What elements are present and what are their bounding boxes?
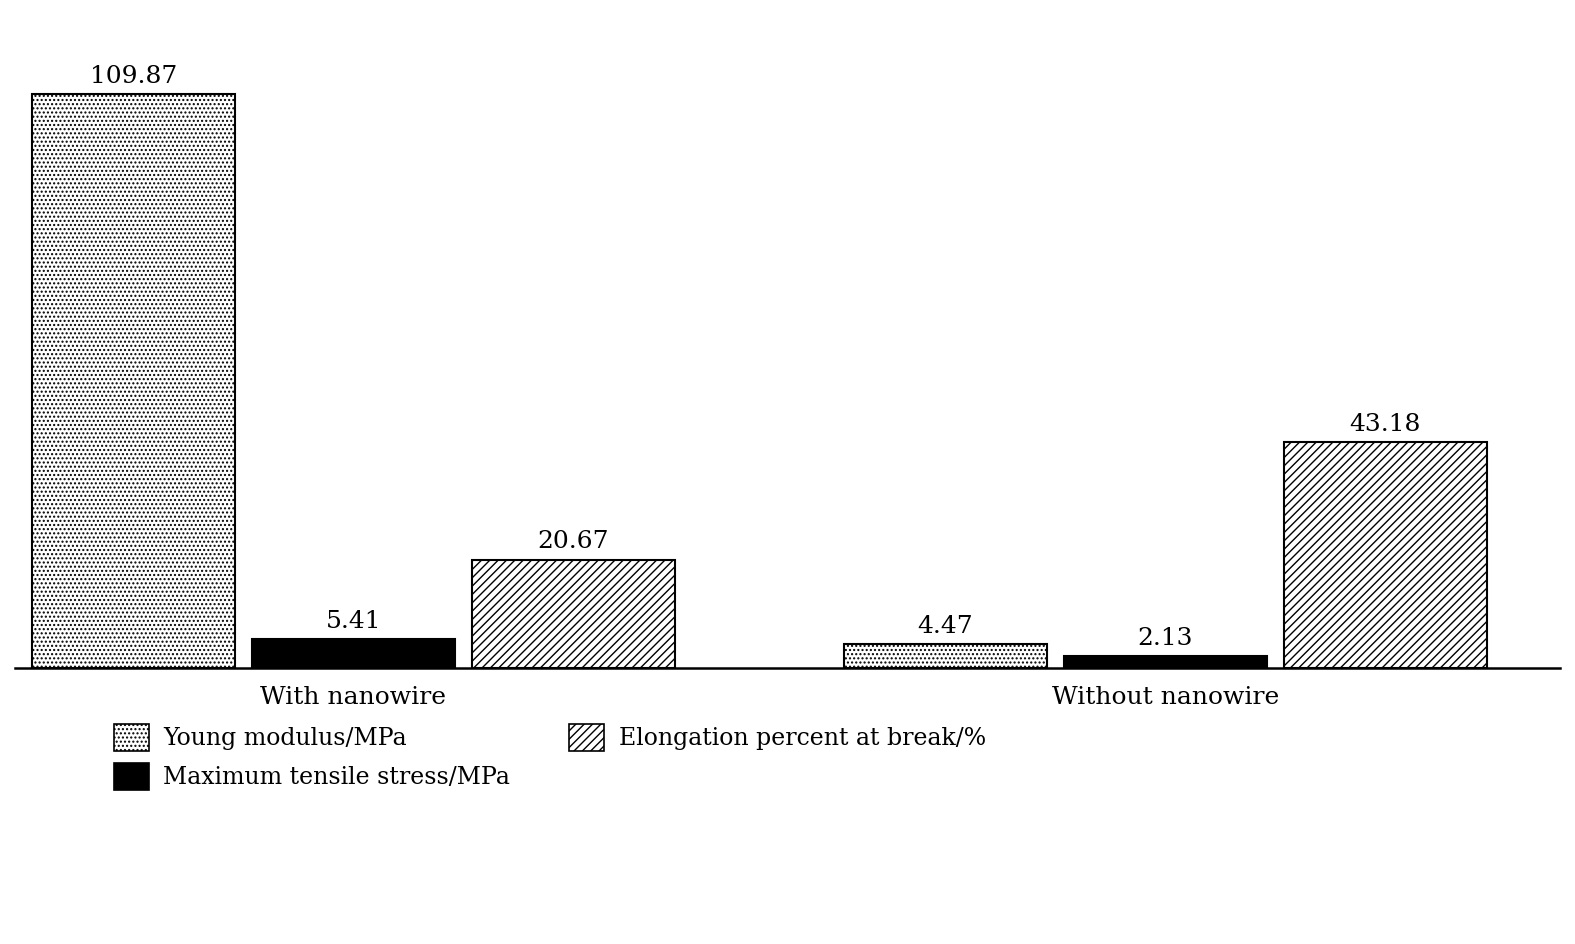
Bar (844, 644, 1047, 667)
Bar (1284, 442, 1487, 667)
Bar (1063, 656, 1266, 667)
Text: 4.47: 4.47 (918, 615, 973, 638)
Bar (32, 94, 235, 667)
Text: 20.67: 20.67 (537, 531, 610, 553)
Legend: Young modulus/MPa, Maximum tensile stress/MPa, Elongation percent at break/%: Young modulus/MPa, Maximum tensile stres… (104, 715, 995, 800)
Bar (472, 560, 674, 667)
Text: 2.13: 2.13 (1137, 627, 1192, 650)
Text: 43.18: 43.18 (1350, 413, 1421, 436)
Text: 109.87: 109.87 (90, 65, 176, 88)
Text: 5.41: 5.41 (326, 610, 381, 633)
Bar (252, 639, 455, 667)
